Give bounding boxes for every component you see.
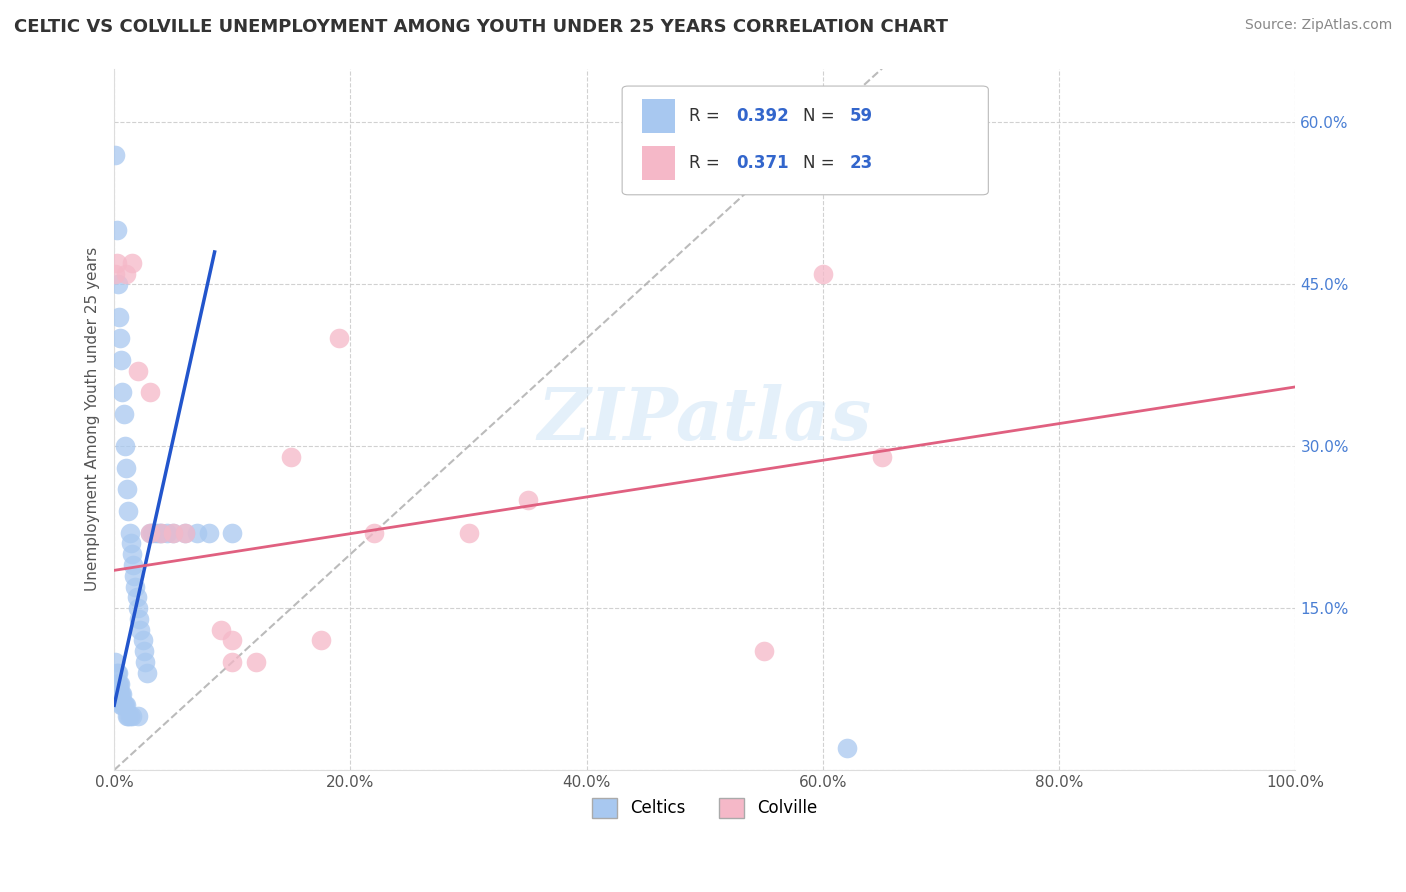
- Point: [121, 709, 143, 723]
- Point: [309, 633, 332, 648]
- FancyBboxPatch shape: [643, 99, 675, 133]
- Point: [115, 709, 138, 723]
- Point: [127, 601, 149, 615]
- Text: CELTIC VS COLVILLE UNEMPLOYMENT AMONG YOUTH UNDER 25 YEARS CORRELATION CHART: CELTIC VS COLVILLE UNEMPLOYMENT AMONG YO…: [14, 18, 948, 36]
- Point: [221, 525, 243, 540]
- Point: [186, 525, 208, 540]
- Point: [122, 558, 145, 572]
- Text: ZIPatlas: ZIPatlas: [537, 384, 872, 455]
- Point: [115, 698, 138, 713]
- Point: [148, 525, 170, 540]
- Point: [811, 267, 834, 281]
- Point: [118, 709, 141, 723]
- Point: [108, 676, 131, 690]
- Point: [124, 580, 146, 594]
- Point: [118, 525, 141, 540]
- Point: [112, 698, 135, 713]
- Point: [117, 504, 139, 518]
- Point: [115, 267, 138, 281]
- Point: [122, 568, 145, 582]
- Point: [145, 525, 167, 540]
- Point: [870, 450, 893, 464]
- Y-axis label: Unemployment Among Youth under 25 years: Unemployment Among Youth under 25 years: [86, 247, 100, 591]
- Point: [107, 665, 129, 680]
- Point: [363, 525, 385, 540]
- Point: [174, 525, 197, 540]
- Point: [127, 709, 149, 723]
- Point: [104, 267, 127, 281]
- Point: [108, 688, 131, 702]
- Point: [105, 223, 128, 237]
- Point: [114, 698, 136, 713]
- Point: [104, 655, 127, 669]
- Point: [197, 525, 219, 540]
- Point: [162, 525, 184, 540]
- Point: [112, 407, 135, 421]
- Point: [105, 256, 128, 270]
- Point: [134, 655, 156, 669]
- Text: Source: ZipAtlas.com: Source: ZipAtlas.com: [1244, 18, 1392, 32]
- Point: [129, 623, 152, 637]
- Point: [120, 536, 142, 550]
- Point: [115, 460, 138, 475]
- Point: [162, 525, 184, 540]
- Point: [141, 525, 163, 540]
- Text: 0.392: 0.392: [737, 107, 789, 125]
- Point: [121, 547, 143, 561]
- Point: [138, 525, 160, 540]
- Point: [110, 352, 132, 367]
- Point: [127, 364, 149, 378]
- Point: [110, 688, 132, 702]
- Point: [117, 709, 139, 723]
- Point: [115, 483, 138, 497]
- Point: [107, 277, 129, 292]
- Point: [835, 741, 858, 756]
- Point: [136, 665, 159, 680]
- FancyBboxPatch shape: [643, 146, 675, 180]
- Legend: Celtics, Colville: Celtics, Colville: [585, 791, 824, 825]
- Text: R =: R =: [689, 154, 725, 172]
- Point: [280, 450, 302, 464]
- Point: [108, 331, 131, 345]
- Point: [111, 698, 134, 713]
- Point: [110, 698, 132, 713]
- Point: [132, 644, 155, 658]
- Point: [221, 633, 243, 648]
- Point: [125, 591, 148, 605]
- Point: [108, 688, 131, 702]
- Point: [131, 633, 153, 648]
- Point: [108, 310, 131, 324]
- FancyBboxPatch shape: [621, 86, 988, 194]
- Point: [128, 612, 150, 626]
- Text: N =: N =: [803, 154, 839, 172]
- Text: 0.371: 0.371: [737, 154, 789, 172]
- Point: [138, 525, 160, 540]
- Point: [150, 525, 173, 540]
- Point: [457, 525, 479, 540]
- Point: [105, 665, 128, 680]
- Point: [108, 676, 131, 690]
- Point: [328, 331, 350, 345]
- Point: [156, 525, 179, 540]
- Point: [752, 644, 775, 658]
- Point: [107, 676, 129, 690]
- Point: [245, 655, 267, 669]
- Point: [150, 525, 173, 540]
- Text: 59: 59: [851, 107, 873, 125]
- Point: [111, 688, 134, 702]
- Point: [121, 256, 143, 270]
- Point: [104, 148, 127, 162]
- Point: [105, 676, 128, 690]
- Point: [114, 439, 136, 453]
- Point: [174, 525, 197, 540]
- Point: [221, 655, 243, 669]
- Text: R =: R =: [689, 107, 725, 125]
- Text: N =: N =: [803, 107, 839, 125]
- Point: [138, 385, 160, 400]
- Point: [516, 493, 538, 508]
- Text: 23: 23: [851, 154, 873, 172]
- Point: [209, 623, 232, 637]
- Point: [111, 385, 134, 400]
